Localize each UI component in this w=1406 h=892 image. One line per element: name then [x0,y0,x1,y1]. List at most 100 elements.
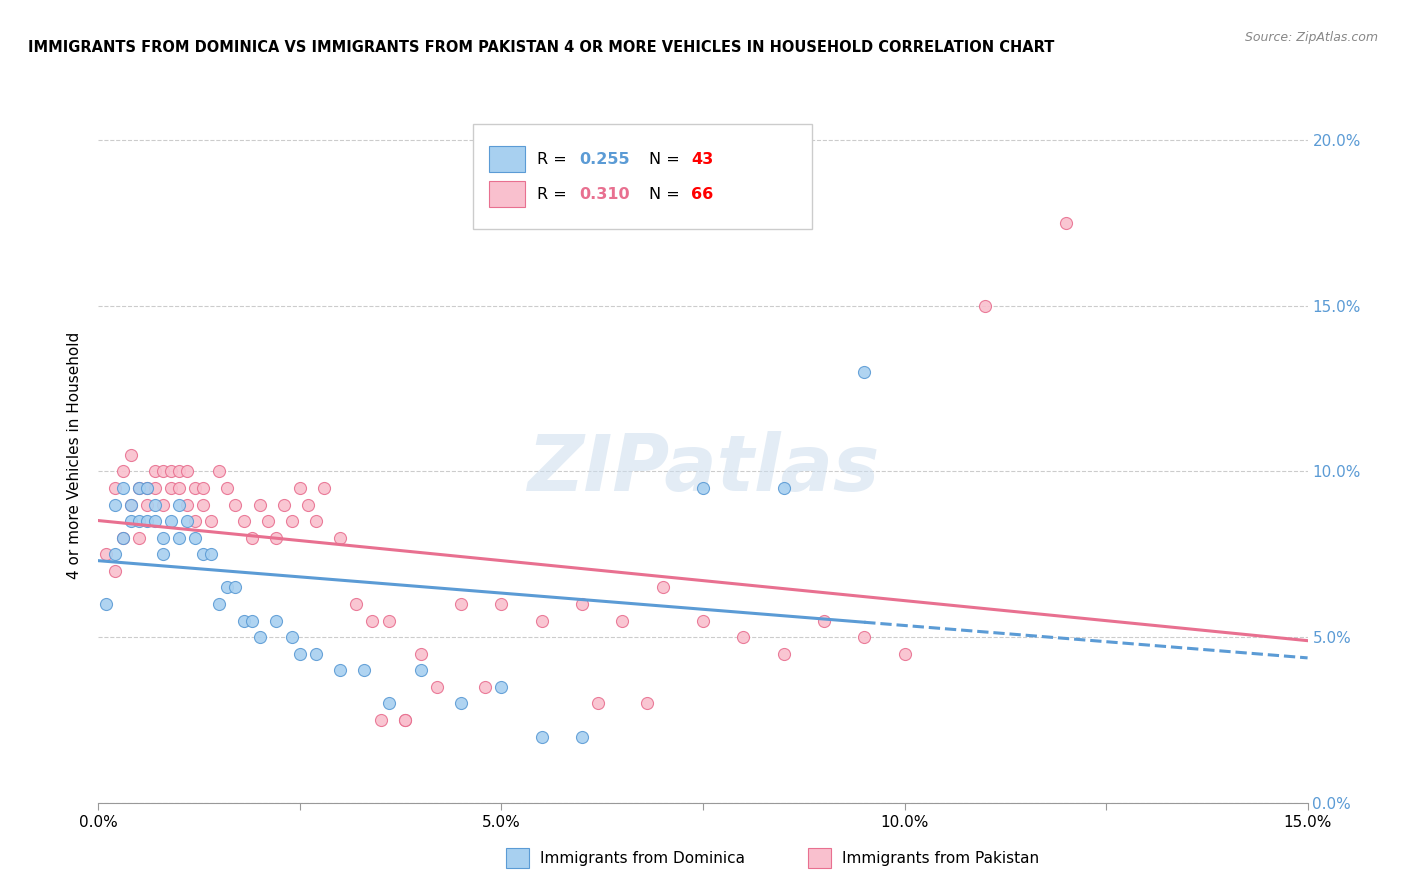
Point [160,514,183,528]
Point [409,647,432,661]
Point [450,697,472,711]
Point [224,581,246,595]
Point [586,697,609,711]
Point [193,547,215,561]
Point [353,663,375,677]
Point [491,597,513,611]
Point [135,481,157,495]
Point [273,498,295,512]
Point [128,514,150,528]
Point [450,597,472,611]
Point [96,597,118,611]
Point [103,498,125,512]
Point [288,481,311,495]
Point [370,713,392,727]
Point [208,465,231,479]
Text: Source: ZipAtlas.com: Source: ZipAtlas.com [1244,31,1378,45]
Point [128,481,150,495]
Point [143,514,166,528]
Point [772,481,794,495]
Point [329,663,352,677]
Point [167,481,190,495]
Point [135,498,157,512]
Text: 66: 66 [690,186,713,202]
Point [217,581,239,595]
Point [152,498,174,512]
Point [232,514,254,528]
Point [264,531,287,545]
Point [409,663,432,677]
Point [240,531,263,545]
Point [96,547,118,561]
Point [474,680,496,694]
Bar [808,848,831,868]
Point [813,614,835,628]
Point [426,680,449,694]
Point [733,630,755,644]
Point [120,448,142,462]
Point [281,630,304,644]
Point [128,531,150,545]
Point [120,514,142,528]
Point [224,498,246,512]
Point [853,365,876,379]
Text: 43: 43 [690,152,713,167]
Point [329,531,352,545]
Point [232,614,254,628]
Point [264,614,287,628]
Point [143,481,166,495]
Point [152,547,174,561]
Point [152,465,174,479]
Point [120,498,142,512]
Point [491,680,513,694]
Point [135,514,157,528]
Point [249,498,271,512]
Point [135,481,157,495]
Text: Immigrants from Dominica: Immigrants from Dominica [540,851,745,865]
Point [200,547,222,561]
Point [167,465,190,479]
Point [974,299,997,313]
Point [176,498,198,512]
Point [692,614,714,628]
Point [152,531,174,545]
Point [103,481,125,495]
Point [120,498,142,512]
Text: ZIPatlas: ZIPatlas [527,431,879,507]
Point [103,564,125,578]
Text: R =: R = [537,152,572,167]
Point [530,614,553,628]
Point [184,531,207,545]
Point [111,531,134,545]
Point [167,531,190,545]
Point [208,597,231,611]
Text: N =: N = [648,186,685,202]
Point [314,481,336,495]
Bar [506,848,529,868]
Point [636,697,658,711]
Point [571,730,593,744]
Point [772,647,794,661]
Point [571,597,593,611]
Point [111,531,134,545]
Point [143,498,166,512]
Point [692,481,714,495]
Text: N =: N = [648,152,685,167]
Point [193,481,215,495]
Point [217,481,239,495]
Point [184,481,207,495]
Point [111,465,134,479]
FancyBboxPatch shape [489,181,526,207]
Point [305,514,328,528]
Text: IMMIGRANTS FROM DOMINICA VS IMMIGRANTS FROM PAKISTAN 4 OR MORE VEHICLES IN HOUSE: IMMIGRANTS FROM DOMINICA VS IMMIGRANTS F… [28,40,1054,55]
Point [128,481,150,495]
Point [160,465,183,479]
Point [288,647,311,661]
Text: 0.255: 0.255 [579,152,630,167]
Text: R =: R = [537,186,572,202]
Point [344,597,367,611]
Point [249,630,271,644]
FancyBboxPatch shape [489,146,526,172]
Point [184,514,207,528]
Text: 0.310: 0.310 [579,186,630,202]
